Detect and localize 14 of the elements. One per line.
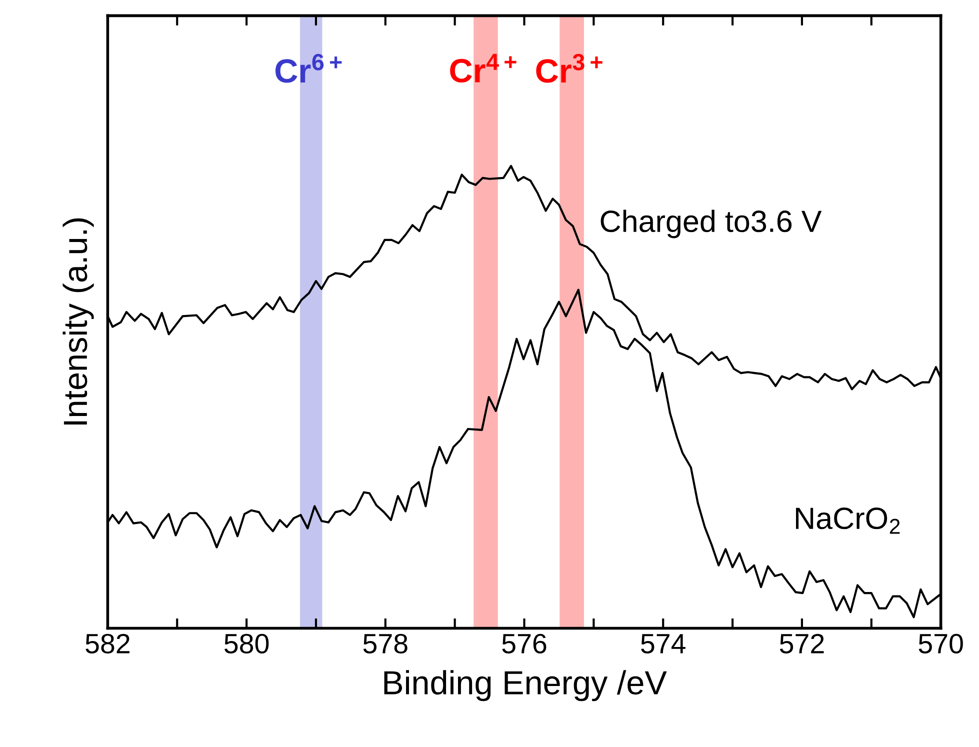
x-tick-label: 580 <box>224 634 269 654</box>
x-tick-label: 574 <box>641 634 686 654</box>
band-label: Cr$^{6+}$ <box>275 54 342 83</box>
x-tick-label: 582 <box>86 634 130 654</box>
x-tick-label: 572 <box>780 634 824 654</box>
band-label: Cr$^{3+}$ <box>536 54 602 83</box>
x-tick-label: 576 <box>502 634 546 654</box>
y-axis-title: Intensity (a.u.) <box>62 218 94 424</box>
series-label: NaCrO$_{2}$ <box>796 508 900 534</box>
x-tick-label: 570 <box>918 634 963 654</box>
x-tick-label: 578 <box>363 634 408 654</box>
series-label: Charged to3.6 V <box>600 210 822 238</box>
band-label: Cr$^{4+}$ <box>450 54 516 83</box>
x-axis-title: Binding Energy /eV <box>384 670 667 702</box>
